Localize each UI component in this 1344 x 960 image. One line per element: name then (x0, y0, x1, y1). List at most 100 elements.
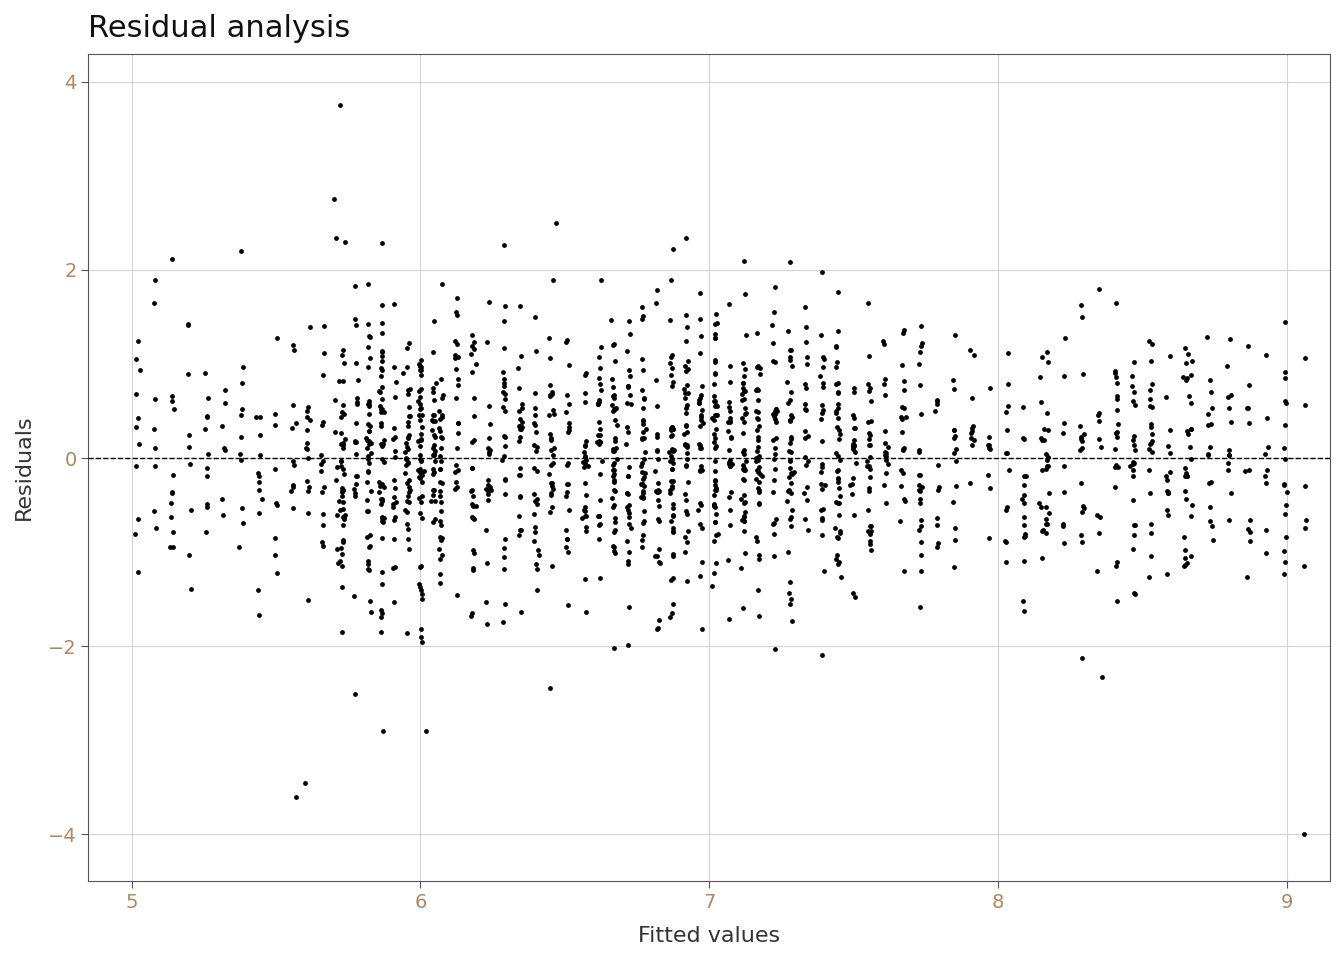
Point (1070, 475, 1091, 491)
Point (358, 562, 379, 577)
Point (781, 409, 802, 424)
Point (384, 560, 406, 575)
Point (719, 612, 741, 627)
Point (493, 372, 515, 387)
Point (495, 471, 516, 487)
Point (587, 349, 609, 365)
Point (632, 484, 653, 499)
Point (910, 468, 931, 483)
Point (704, 480, 726, 495)
Point (285, 789, 306, 804)
Point (332, 397, 353, 413)
Point (1159, 422, 1180, 438)
Point (493, 549, 515, 564)
Point (371, 325, 392, 341)
Point (423, 464, 445, 479)
Point (602, 372, 624, 387)
Point (794, 431, 816, 446)
Point (747, 325, 769, 341)
Point (1031, 523, 1052, 539)
Point (961, 438, 982, 453)
Point (247, 608, 269, 623)
Point (603, 455, 625, 470)
Point (410, 390, 431, 405)
Point (539, 350, 560, 366)
Point (331, 348, 352, 363)
Point (422, 482, 444, 497)
Point (1173, 370, 1195, 385)
Point (1087, 431, 1109, 446)
Point (448, 425, 469, 441)
Point (648, 475, 669, 491)
Point (810, 477, 832, 492)
Point (296, 422, 317, 438)
Point (661, 478, 683, 493)
Point (1038, 485, 1059, 500)
Point (910, 483, 931, 498)
Point (358, 276, 379, 292)
Point (1175, 466, 1196, 481)
Point (411, 475, 433, 491)
Point (673, 382, 695, 397)
Point (797, 429, 818, 444)
Point (591, 273, 613, 288)
Point (1141, 336, 1163, 351)
Point (689, 516, 711, 531)
Point (411, 583, 433, 598)
Point (860, 414, 882, 429)
Point (1124, 455, 1145, 470)
Point (360, 445, 382, 461)
Point (661, 500, 683, 516)
Point (894, 564, 915, 579)
Point (857, 523, 879, 539)
Point (1011, 491, 1032, 506)
Point (1070, 297, 1091, 312)
Point (558, 424, 579, 440)
Point (675, 391, 696, 406)
Point (1234, 463, 1255, 478)
Point (618, 516, 640, 532)
Point (732, 380, 754, 396)
Point (734, 384, 755, 399)
Point (796, 402, 817, 418)
Point (574, 503, 595, 518)
Point (633, 478, 655, 493)
Point (909, 522, 930, 538)
Point (429, 489, 450, 504)
Point (575, 452, 597, 468)
Point (747, 382, 769, 397)
Point (894, 383, 915, 398)
Point (812, 513, 833, 528)
Point (161, 485, 183, 500)
Point (313, 480, 335, 495)
Point (462, 562, 484, 577)
Point (523, 533, 544, 548)
Point (645, 483, 667, 498)
Point (398, 428, 419, 444)
Point (495, 531, 516, 546)
Point (843, 439, 864, 454)
Point (1140, 525, 1161, 540)
Point (646, 492, 668, 508)
Point (1175, 468, 1196, 484)
Point (575, 438, 597, 453)
Point (1141, 444, 1163, 459)
Point (344, 486, 366, 501)
Point (747, 480, 769, 495)
Point (411, 467, 433, 482)
Point (1035, 516, 1056, 531)
Point (660, 349, 681, 365)
Point (895, 409, 917, 424)
Point (633, 513, 655, 528)
Point (559, 422, 581, 438)
Point (784, 465, 805, 480)
Point (144, 441, 165, 456)
Point (1140, 549, 1161, 564)
Point (446, 479, 468, 494)
Point (812, 402, 833, 418)
Point (1105, 442, 1126, 457)
Point (734, 494, 755, 510)
Point (812, 459, 833, 474)
Point (359, 394, 380, 409)
Point (689, 568, 711, 584)
